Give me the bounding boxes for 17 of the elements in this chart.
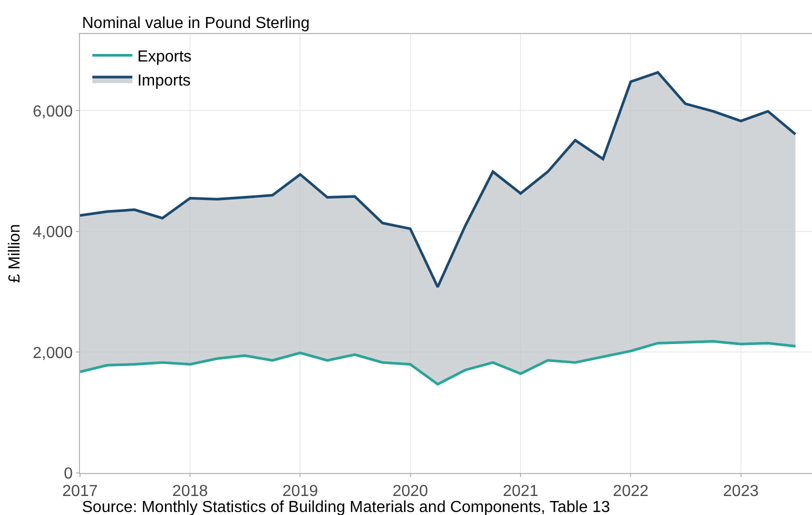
legend-label: Imports [137, 72, 191, 90]
legend-label: Exports [137, 48, 192, 66]
y-tick-label: 0 [64, 466, 73, 483]
y-axis-title: £ Million [6, 224, 24, 283]
y-tick-label: 4,000 [32, 224, 73, 242]
x-tick-label: 2019 [282, 483, 318, 500]
source-note: Source: Monthly Statistics of Building Materials and Components, Table 13 [82, 499, 610, 515]
chart-subtitle: Nominal value in Pound Sterling [82, 15, 310, 32]
x-tick-label: 2023 [723, 483, 759, 500]
x-tick-label: 2021 [502, 483, 539, 500]
y-tick-label: 6,000 [32, 103, 73, 120]
x-tick-label: 2017 [62, 483, 98, 500]
x-tick-label: 2018 [172, 483, 208, 500]
x-tick-label: 2020 [392, 483, 428, 500]
line-series [80, 340, 797, 386]
y-tick-label: 2,000 [32, 344, 73, 362]
x-tick-label: 2022 [612, 483, 649, 500]
